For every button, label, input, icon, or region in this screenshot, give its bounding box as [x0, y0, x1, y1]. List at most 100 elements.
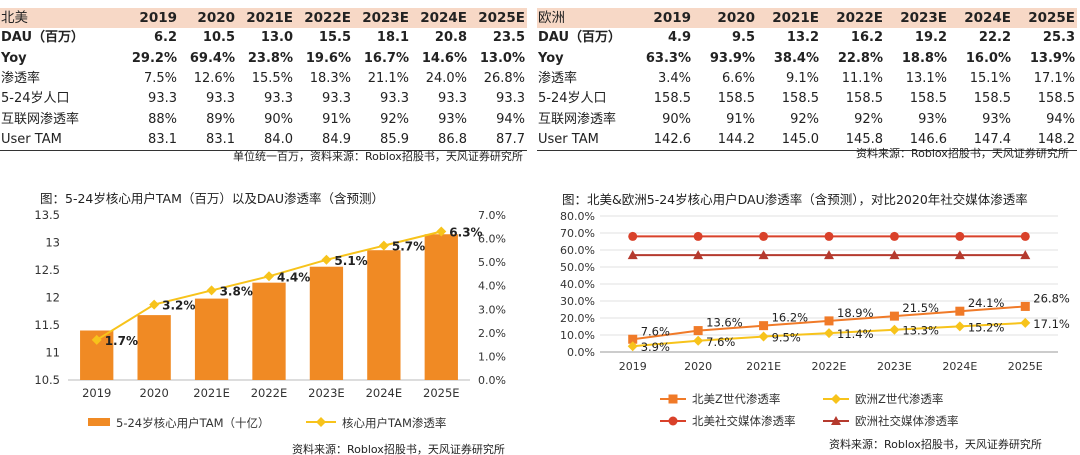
x-tick-label: 2022E: [251, 386, 288, 400]
y-left-tick-label: 12.5: [34, 263, 60, 277]
penetration-point: [436, 226, 447, 237]
table-row: Yoy 29.2% 69.4% 23.8% 19.6% 16.7% 14.6% 13.0%: [0, 49, 527, 69]
table-cell: 93%: [982, 111, 1011, 127]
year-header: 2021E: [757, 8, 821, 29]
chart2-dau-penetration: 0.0% 10.0% 20.0% 30.0% 40.0% 50.0% 60.0% 70.0% 8…: [560, 210, 1070, 428]
series-point: [693, 326, 703, 336]
table-cell: 158.5: [973, 91, 1011, 107]
legend-swatch-marker: [668, 394, 678, 404]
tam-bar: [252, 282, 286, 380]
legend-line-marker: [316, 417, 326, 427]
y-right-tick-label: 3.0%: [478, 303, 506, 316]
y-tick-label: 50.0%: [560, 261, 595, 274]
table-cell: 29.2%: [131, 50, 177, 66]
y-tick-label: 30.0%: [560, 295, 595, 308]
x-tick-label: 2023E: [877, 360, 912, 373]
row-label: User TAM: [0, 129, 121, 151]
table-cell: 146.6: [885, 129, 949, 151]
series-point: [1020, 250, 1031, 260]
series-point: [889, 250, 900, 260]
y-tick-label: 40.0%: [560, 278, 595, 291]
eu-table-note: 资料来源：Roblox招股书，天风证券研究所: [856, 147, 1069, 160]
series-data-label: 24.1%: [968, 296, 1005, 310]
row-label: User TAM: [537, 129, 629, 151]
x-tick-label: 2024E: [366, 386, 403, 400]
table-cell: 11.1%: [841, 71, 883, 87]
eu-table-body: 欧洲 2019 2020 2021E 2022E 2023E 2024E 2025E DAU（百…: [537, 8, 1077, 151]
y-right-tick-label: 6.0%: [478, 233, 506, 246]
penetration-point: [378, 240, 389, 251]
table-cell: 22.8%: [837, 50, 883, 66]
table-cell: 83.1: [121, 129, 179, 151]
legend-bar-label: 5-24岁核心用户TAM（十亿）: [116, 416, 270, 430]
table-row: 渗透率 7.5% 12.6% 15.5% 18.3% 21.1% 24.0% 26.8%: [0, 69, 527, 89]
series-data-label: 3.9%: [641, 340, 670, 354]
series-point: [759, 231, 769, 241]
legend-swatch-marker: [668, 416, 678, 426]
series-point: [627, 341, 638, 352]
penetration-data-label: 5.1%: [334, 254, 367, 268]
row-label: 互联网渗透率: [538, 111, 617, 127]
table-cell: 158.5: [781, 91, 819, 107]
series-data-label: 21.5%: [902, 301, 939, 315]
table-cell: 93.3: [496, 91, 525, 107]
penetration-data-label: 4.4%: [277, 270, 310, 284]
series-point: [628, 334, 638, 344]
table-cell: 148.2: [1013, 129, 1077, 151]
table-cell: 13.0: [260, 30, 293, 46]
table-cell: 158.5: [909, 91, 947, 107]
table-cell: 18.1: [376, 30, 409, 46]
year-header: 2022E: [295, 8, 353, 29]
table-row: Yoy 63.3% 93.9% 38.4% 22.8% 18.8% 16.0% 13.9%: [537, 49, 1077, 69]
y-right-tick-label: 2.0%: [478, 327, 506, 340]
chart1-tam-penetration: 10.5 11 11.5 12 12.5 13 13.5 0.0% 1.0% 2.0% 3.0% 4.…: [34, 208, 506, 430]
series-point: [889, 231, 899, 241]
series-point: [824, 328, 834, 339]
penetration-point: [91, 334, 102, 345]
x-tick-label: 2025E: [423, 386, 460, 400]
table-cell: 145.8: [821, 129, 885, 151]
year-header: 2021E: [237, 8, 295, 29]
table-cell: 92%: [854, 111, 883, 127]
table-cell: 84.9: [295, 129, 353, 151]
series-data-label: 17.1%: [1033, 317, 1070, 331]
table-cell: 144.2: [693, 129, 757, 151]
series-point: [824, 231, 834, 241]
y-left-tick-label: 13: [45, 236, 60, 250]
series-data-label: 7.6%: [641, 324, 670, 338]
series-data-label: 26.8%: [1033, 291, 1070, 305]
x-tick-label: 2019: [82, 386, 111, 400]
year-header: 2020: [693, 8, 757, 29]
table-cell: 69.4%: [189, 50, 235, 66]
penetration-point: [264, 271, 274, 282]
region-label: 北美: [0, 8, 121, 29]
table-cell: 145.0: [757, 129, 821, 151]
table-cell: 18.8%: [901, 50, 947, 66]
series-point: [954, 250, 965, 260]
europe-table: 欧洲 2019 2020 2021E 2022E 2023E 2024E 2025E DAU（百…: [537, 8, 1077, 151]
y-right-tick-label: 5.0%: [478, 256, 506, 269]
penetration-data-label: 6.3%: [449, 226, 482, 240]
tam-bar: [424, 234, 458, 380]
penetration-point: [206, 285, 217, 296]
chart2-source: 资料来源：Roblox招股书，天风证券研究所: [829, 438, 1042, 451]
x-tick-label: 2024E: [942, 360, 977, 373]
table-cell: 3.4%: [657, 71, 691, 87]
x-tick-label: 2023E: [308, 386, 345, 400]
table-cell: 83.1: [179, 129, 237, 151]
x-tick-label: 2022E: [812, 360, 847, 373]
table-cell: 63.3%: [645, 50, 691, 66]
table-row: 5-24岁人口 93.3 93.3 93.3 93.3 93.3 93.3 93.3: [0, 89, 527, 109]
y-right-tick-label: 4.0%: [478, 280, 506, 293]
series-data-label: 9.5%: [772, 331, 801, 345]
table-cell: 93.3: [148, 91, 177, 107]
year-header: 2019: [629, 8, 693, 29]
table-cell: 93.3: [380, 91, 409, 107]
y-tick-label: 60.0%: [560, 244, 595, 257]
penetration-data-label: 1.7%: [105, 334, 138, 348]
series-point: [1020, 317, 1031, 328]
table-cell: 6.6%: [721, 71, 755, 87]
north-america-table: 北美 2019 2020 2021E 2022E 2023E 2024E 2025E DAU（百…: [0, 8, 527, 151]
y-left-tick-label: 11: [45, 346, 60, 360]
table-cell: 15.5%: [251, 71, 293, 87]
